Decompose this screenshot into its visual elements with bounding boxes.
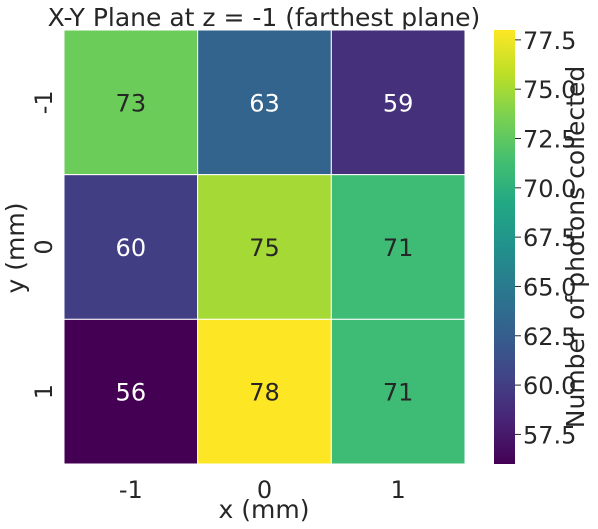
- heatmap-cell: [63, 174, 199, 320]
- chart-title: X-Y Plane at z = -1 (farthest plane): [48, 3, 481, 32]
- y-axis-label: y (mm): [1, 203, 30, 294]
- heatmap-cell: [330, 29, 466, 176]
- colorbar-tick-label: 67.5: [523, 224, 576, 252]
- colorbar-tick-label: 65.0: [523, 273, 576, 301]
- y-tick-label: 1: [30, 384, 58, 399]
- y-tick-label: -1: [30, 90, 58, 114]
- heatmap-cell: [197, 29, 332, 176]
- cell-value-label: 60: [116, 234, 147, 262]
- x-tick-label: -1: [119, 476, 143, 504]
- colorbar-tick-label: 62.5: [523, 323, 576, 351]
- colorbar-tick-label: 57.5: [523, 421, 576, 449]
- heatmap-cell: [63, 318, 199, 465]
- colorbar-tick-label: 72.5: [523, 126, 576, 154]
- colorbar-tick-label: 60.0: [523, 372, 576, 400]
- cell-value-label: 73: [116, 89, 147, 117]
- heatmap-cell: [197, 318, 332, 465]
- cell-labels: 73 63 59 60 75 71 56 78 71: [116, 89, 414, 406]
- x-tick-label: 1: [391, 476, 406, 504]
- x-tick-label: 0: [257, 476, 272, 504]
- heatmap-cell: [330, 174, 466, 320]
- heatmap-cells: [63, 29, 466, 465]
- colorbar-label: Number of photons collected: [561, 66, 590, 428]
- cell-value-label: 59: [383, 89, 414, 117]
- x-axis-ticks: -1 0 1: [119, 476, 406, 504]
- cell-value-label: 71: [383, 379, 414, 407]
- colorbar-ticks: 57.5 60.0 62.5 65.0 67.5 70.0 72.5 75.0 77.5: [515, 27, 576, 449]
- colorbar-tick-label: 70.0: [523, 175, 576, 203]
- heatmap-cell: [330, 318, 466, 465]
- cell-value-label: 78: [249, 379, 280, 407]
- cell-value-label: 75: [249, 234, 280, 262]
- y-axis-ticks: -1 0 1: [30, 90, 58, 399]
- heatmap-cell: [63, 29, 199, 176]
- cell-value-label: 71: [383, 234, 414, 262]
- heatmap-cell: [197, 174, 332, 320]
- x-axis-label: x (mm): [219, 495, 310, 524]
- colorbar: [494, 30, 515, 464]
- colorbar-tick-label: 75.0: [523, 76, 576, 104]
- y-tick-label: 0: [30, 239, 58, 254]
- cell-value-label: 63: [249, 89, 280, 117]
- colorbar-tick-label: 77.5: [523, 27, 576, 55]
- cell-value-label: 56: [116, 379, 147, 407]
